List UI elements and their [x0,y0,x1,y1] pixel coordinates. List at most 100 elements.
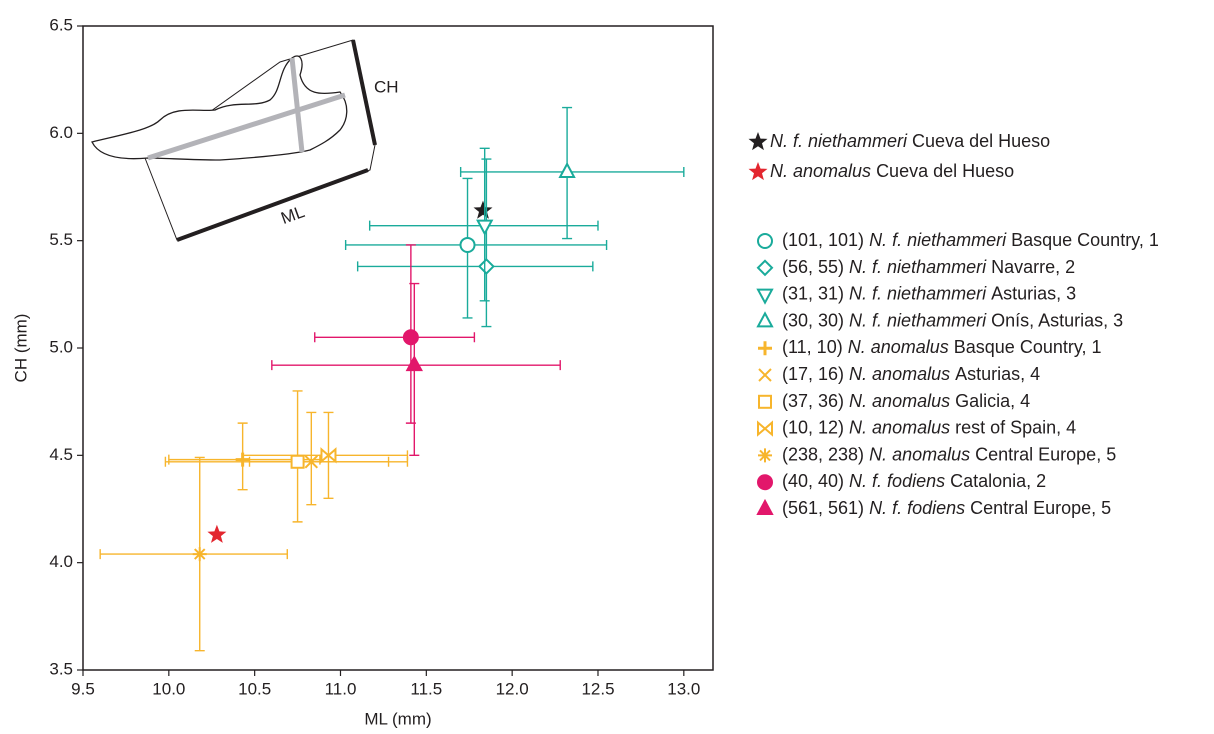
legend-item: N. f. niethammeri Cueva del Hueso [748,131,1050,151]
point [558,161,576,178]
y-error-bar [481,158,492,328]
y-error-bar [306,411,317,506]
x-error-bar [164,456,390,467]
legend-label: (31, 31) N. f. niethammeri Asturias, 3 [782,283,1076,303]
legend-text: N. anomalus [849,364,950,384]
point [402,329,419,346]
legend-text: (561, 561) [782,498,864,518]
legend-item: (10, 12) N. anomalus rest of Spain, 4 [757,417,1076,437]
point [473,200,493,219]
inset-label: ML [278,202,307,228]
point [405,355,423,372]
legend-text: (31, 31) [782,283,844,303]
y-tick-label: 6.0 [49,123,73,142]
legend-marker [758,368,772,382]
legend-text: (40, 40) [782,471,844,491]
legend-marker [758,394,772,409]
x-error-bar [356,261,594,272]
legend-marker [756,498,774,515]
x-axis-label: ML (mm) [364,709,431,728]
legend-text: Galicia, 4 [955,391,1030,411]
legend-item: (101, 101) N. f. niethammeri Basque Countr… [757,230,1159,250]
legend-text: N. f. niethammeri [849,310,987,330]
legend-label: (37, 36) N. anomalus Galicia, 4 [782,391,1030,411]
legend-label: N. anomalus Cueva del Hueso [770,161,1014,181]
legend-text: (37, 36) [782,391,844,411]
legend-text: N. anomalus [869,444,970,464]
point [459,236,476,253]
y-tick-label: 5.0 [49,337,73,356]
point [192,547,207,562]
legend-marker [756,311,774,328]
point [477,258,495,275]
point [320,447,337,464]
x-error-bar [314,332,476,343]
point [476,219,494,236]
legend-marker [748,162,768,181]
legend-text: Onís, Asturias, 3 [991,310,1123,330]
x-tick-label: 13.0 [667,679,700,698]
x-tick-label: 12.5 [581,679,614,698]
y-tick-label: 4.0 [49,552,73,571]
legend-item: N. anomalus Cueva del Hueso [748,161,1014,181]
legend-label: (11, 10) N. anomalus Basque Country, 1 [782,337,1102,357]
legend-text: N. anomalus [849,417,950,437]
legend-item: (17, 16) N. anomalus Asturias, 4 [758,364,1040,384]
legend-text: N. f. niethammeri [770,131,908,151]
legend-text: N. f. fodiens [849,471,945,491]
legend-text: N. f. fodiens [869,498,965,518]
legend-label: (238, 238) N. anomalus Central Europe, 5 [782,444,1116,464]
legend-label: (101, 101) N. f. niethammeri Basque Countr… [782,230,1159,250]
legend-item: (37, 36) N. anomalus Galicia, 4 [758,391,1030,411]
legend-label: (17, 16) N. anomalus Asturias, 4 [782,364,1040,384]
legend-label: N. f. niethammeri Cueva del Hueso [770,131,1050,151]
legend-text: N. anomalus [848,337,949,357]
legend-marker [757,420,773,437]
legend-label: (30, 30) N. f. niethammeri Onís, Asturias,… [782,310,1123,330]
legend-text: N. anomalus [849,391,950,411]
legend-text: (11, 10) [782,337,843,357]
legend-text: (56, 55) [782,257,844,277]
x-tick-label: 10.5 [238,679,271,698]
legend-text: Cueva del Hueso [912,131,1050,151]
legend-text: Navarre, 2 [991,257,1075,277]
legend-text: Central Europe, 5 [975,444,1116,464]
legend-text: Asturias, 4 [955,364,1040,384]
legend-text: Basque Country, 1 [1011,230,1159,250]
point [290,454,305,469]
legend-label: (56, 55) N. f. niethammeri Navarre, 2 [782,257,1075,277]
x-tick-label: 9.5 [71,679,95,698]
legend-marker [748,132,768,151]
legend-marker [757,233,773,249]
x-tick-label: 10.0 [152,679,185,698]
legend-text: N. f. niethammeri [869,230,1007,250]
legend-text: Asturias, 3 [991,283,1076,303]
legend-marker [758,448,772,463]
legend-item: (30, 30) N. f. niethammeri Onís, Asturias,… [756,310,1123,330]
legend-marker [756,288,774,305]
legend-item: (31, 31) N. f. niethammeri Asturias, 3 [756,283,1076,305]
legend-text: (238, 238) [782,444,864,464]
legend-marker [756,259,774,277]
legend-text: (30, 30) [782,310,844,330]
x-error-bar [344,239,608,250]
legend-text: N. anomalus [770,161,871,181]
x-tick-label: 11.0 [325,679,357,698]
legend-text: (101, 101) [782,230,864,250]
legend-item: (11, 10) N. anomalus Basque Country, 1 [758,337,1102,357]
legend-text: (17, 16) [782,364,844,384]
inset-label: CH [374,77,399,96]
legend-marker [757,474,773,491]
legend-text: N. f. niethammeri [849,283,987,303]
y-tick-label: 4.5 [49,445,73,464]
legend-item: (40, 40) N. f. fodiens Catalonia, 2 [757,471,1046,491]
y-tick-label: 5.5 [49,230,73,249]
y-tick-label: 3.5 [49,659,73,678]
y-tick-label: 6.5 [49,15,73,34]
legend-text: Catalonia, 2 [950,471,1046,491]
legend-label: (561, 561) N. f. fodiens Central Europe, 5 [782,498,1111,518]
legend-item: (238, 238) N. anomalus Central Europe, 5 [758,444,1116,464]
inset-illustration: CH ML [91,39,399,242]
legend-text: Central Europe, 5 [970,498,1111,518]
